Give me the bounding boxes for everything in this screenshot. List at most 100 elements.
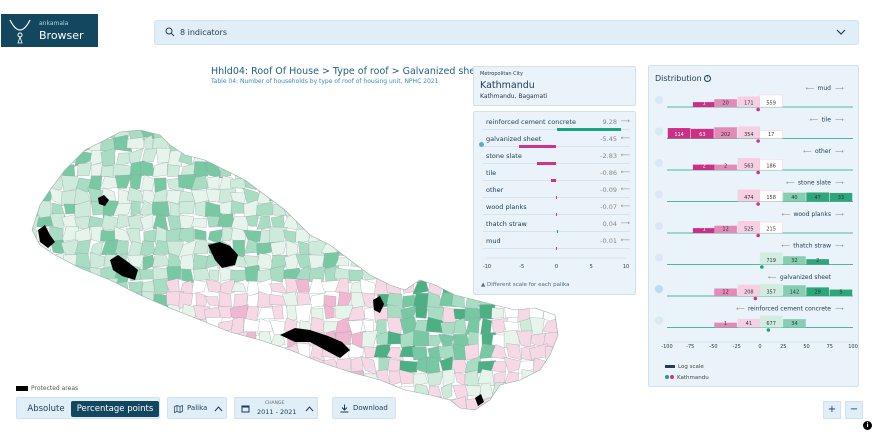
palika-polygon[interactable] <box>23 269 38 284</box>
histogram-bar[interactable] <box>806 259 829 265</box>
palika-polygon[interactable] <box>269 319 287 336</box>
palika-polygon[interactable] <box>140 161 156 176</box>
palika-polygon[interactable] <box>442 368 455 387</box>
palika-polygon[interactable] <box>360 123 376 140</box>
palika-polygon[interactable] <box>454 371 466 386</box>
palika-polygon[interactable] <box>89 251 107 271</box>
palika-polygon[interactable] <box>25 191 39 202</box>
palika-polygon[interactable] <box>152 357 167 375</box>
palika-polygon[interactable] <box>116 214 132 230</box>
palika-polygon[interactable] <box>442 175 456 193</box>
palika-polygon[interactable] <box>372 187 392 205</box>
palika-polygon[interactable] <box>333 213 351 229</box>
palika-polygon[interactable] <box>216 149 233 165</box>
palika-polygon[interactable] <box>36 124 53 140</box>
palika-polygon[interactable] <box>141 359 158 375</box>
palika-polygon[interactable] <box>503 356 522 373</box>
palika-polygon[interactable] <box>438 190 454 204</box>
palika-polygon[interactable] <box>399 412 415 415</box>
palika-polygon[interactable] <box>26 345 42 360</box>
palika-polygon[interactable] <box>23 254 41 271</box>
histogram-bar[interactable] <box>691 128 714 139</box>
palika-polygon[interactable] <box>294 161 315 178</box>
palika-polygon[interactable] <box>323 123 339 139</box>
palika-polygon[interactable] <box>386 293 404 307</box>
palika-polygon[interactable] <box>152 254 172 268</box>
palika-selector[interactable]: Palika <box>167 397 227 419</box>
palika-polygon[interactable] <box>230 124 245 141</box>
palika-polygon[interactable] <box>529 317 545 336</box>
palika-polygon[interactable] <box>205 357 221 375</box>
palika-polygon[interactable] <box>230 370 248 388</box>
palika-polygon[interactable] <box>375 152 390 166</box>
histogram-bar[interactable] <box>806 192 829 202</box>
palika-polygon[interactable] <box>61 332 80 349</box>
palika-polygon[interactable] <box>101 318 119 335</box>
palika-polygon[interactable] <box>425 255 444 270</box>
palika-polygon[interactable] <box>87 307 102 320</box>
palika-polygon[interactable] <box>388 215 405 231</box>
palika-polygon[interactable] <box>286 176 301 193</box>
palika-polygon[interactable] <box>413 394 430 413</box>
palika-polygon[interactable] <box>376 331 392 346</box>
palika-polygon[interactable] <box>271 135 288 152</box>
palika-polygon[interactable] <box>285 137 297 153</box>
histogram-bar[interactable] <box>783 256 806 265</box>
palika-polygon[interactable] <box>296 342 310 362</box>
palika-polygon[interactable] <box>256 125 275 141</box>
palika-polygon[interactable] <box>441 123 454 141</box>
palika-polygon[interactable] <box>389 269 401 282</box>
histogram-bar[interactable] <box>759 221 783 234</box>
palika-polygon[interactable] <box>347 305 366 322</box>
palika-polygon[interactable] <box>141 370 155 389</box>
palika-polygon[interactable] <box>555 383 570 400</box>
palika-polygon[interactable] <box>166 266 181 281</box>
palika-polygon[interactable] <box>164 372 183 385</box>
palika-polygon[interactable] <box>350 292 365 309</box>
palika-polygon[interactable] <box>401 188 414 205</box>
palika-polygon[interactable] <box>75 279 93 297</box>
palika-polygon[interactable] <box>90 125 103 140</box>
palika-polygon[interactable] <box>425 227 443 244</box>
palika-polygon[interactable] <box>152 278 169 297</box>
palika-polygon[interactable] <box>398 238 418 254</box>
palika-polygon[interactable] <box>246 280 262 298</box>
palika-polygon[interactable] <box>412 213 427 232</box>
palika-polygon[interactable] <box>75 369 94 384</box>
histogram-bar[interactable] <box>759 94 783 108</box>
palika-polygon[interactable] <box>557 347 570 359</box>
palika-polygon[interactable] <box>26 292 41 306</box>
palika-polygon[interactable] <box>334 176 353 189</box>
palika-polygon[interactable] <box>217 356 236 373</box>
palika-polygon[interactable] <box>61 356 76 375</box>
palika-polygon[interactable] <box>90 346 105 360</box>
palika-polygon[interactable] <box>440 321 458 335</box>
palika-polygon[interactable] <box>530 374 547 386</box>
palika-polygon[interactable] <box>271 125 288 139</box>
palika-polygon[interactable] <box>361 160 377 177</box>
palika-polygon[interactable] <box>294 304 312 323</box>
histogram-bar[interactable] <box>667 128 691 139</box>
palika-polygon[interactable] <box>297 152 310 167</box>
palika-polygon[interactable] <box>243 174 261 190</box>
palika-polygon[interactable] <box>48 334 65 348</box>
palika-polygon[interactable] <box>34 149 54 167</box>
palika-polygon[interactable] <box>412 225 429 243</box>
palika-polygon[interactable] <box>533 357 547 374</box>
palika-polygon[interactable] <box>191 279 207 295</box>
palika-polygon[interactable] <box>360 176 377 192</box>
distribution-row[interactable]: tile⟵ 114 63 202 354 17 ⟶ <box>655 117 853 143</box>
palika-polygon[interactable] <box>207 175 220 190</box>
palika-polygon[interactable] <box>49 346 66 358</box>
palika-polygon[interactable] <box>115 347 131 359</box>
palika-polygon[interactable] <box>542 407 558 415</box>
palika-polygon[interactable] <box>337 291 353 308</box>
value-row[interactable]: mud -0.01 ⟵ <box>483 236 630 251</box>
palika-polygon[interactable] <box>282 358 298 375</box>
palika-polygon[interactable] <box>139 305 154 323</box>
palika-polygon[interactable] <box>348 161 362 178</box>
palika-polygon[interactable] <box>386 239 405 253</box>
palika-polygon[interactable] <box>23 355 38 375</box>
palika-polygon[interactable] <box>100 278 119 297</box>
palika-polygon[interactable] <box>101 292 119 310</box>
